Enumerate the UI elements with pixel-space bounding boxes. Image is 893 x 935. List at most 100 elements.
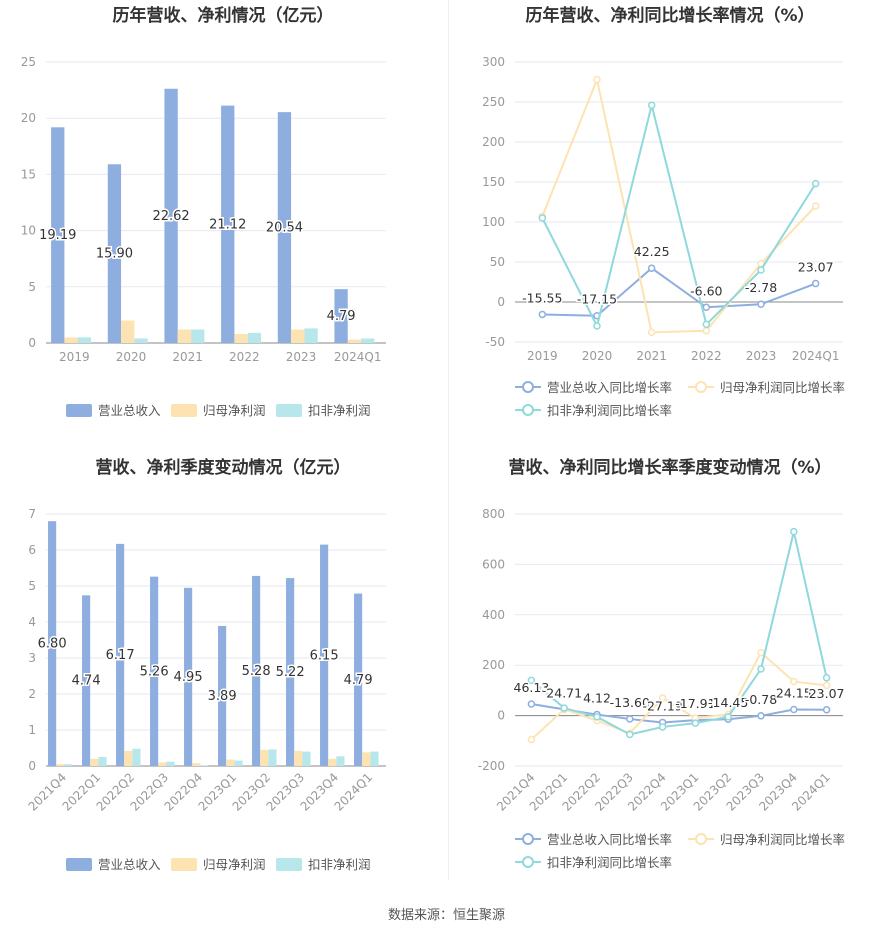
- y-tick-label: -50: [485, 335, 505, 349]
- series-line-2: [530, 531, 828, 736]
- bar-1: [64, 337, 78, 343]
- legend-label: 归母净利润同比增长率: [720, 832, 845, 847]
- bar-data-label: 19.19: [39, 228, 76, 243]
- series-line-1: [530, 651, 827, 741]
- bar-0: [320, 544, 329, 766]
- series-point-2: [658, 723, 667, 731]
- legend-label: 扣非净利润同比增长率: [547, 855, 672, 870]
- bar-0: [51, 127, 65, 343]
- line-data-label: -2.78: [745, 280, 777, 295]
- y-tick-label: 150: [482, 175, 505, 189]
- series-point-2: [822, 674, 831, 682]
- bar-1: [56, 764, 65, 766]
- bar-2: [134, 338, 148, 343]
- bar-0: [286, 578, 295, 766]
- bar-1: [226, 759, 235, 766]
- bar-1: [347, 339, 362, 343]
- line-data-label: 23.07: [809, 686, 845, 701]
- series-point-0: [527, 700, 536, 708]
- x-tick-label: 2020: [582, 349, 613, 363]
- line-data-label: 4.12: [583, 691, 611, 706]
- y-tick-label: 7: [28, 507, 36, 521]
- chart-title: 营收、净利季度变动情况（亿元）: [96, 457, 351, 478]
- series-point-1: [702, 327, 711, 335]
- bar-data-label: 15.90: [96, 247, 133, 262]
- bar-0: [277, 112, 292, 343]
- series-point-2: [757, 665, 765, 673]
- series-point-2: [527, 676, 536, 685]
- legend-marker: [522, 381, 534, 393]
- series-point-2: [811, 179, 820, 188]
- chart-svg: 营收、净利同比增长率季度变动情况（%）-20002004006008002021…: [478, 457, 846, 870]
- chart-title: 营收、净利同比增长率季度变动情况（%）: [508, 457, 831, 478]
- series-line-2: [541, 104, 817, 329]
- legend-marker: [695, 381, 707, 393]
- y-tick-label: 1: [28, 723, 36, 737]
- bar-data-label: 21.12: [209, 217, 246, 232]
- data-source-footer: 数据来源：恒生聚源: [387, 908, 505, 923]
- bar-2: [302, 751, 311, 766]
- line-data-label: 24.71: [546, 685, 582, 700]
- legend-marker: [695, 833, 707, 845]
- bar-data-label: 22.62: [152, 209, 189, 224]
- quarterly-revenue-profit-panel: 营收、净利季度变动情况（亿元） 0 1 2 3 4 5 6 7 2021Q4 2022Q1 2022Q…: [8, 452, 438, 892]
- legend-label: 营业总收入同比增长率: [547, 380, 672, 395]
- bar-1: [362, 752, 371, 766]
- y-tick-label: 5: [28, 579, 36, 593]
- line-data-label: -13.60: [610, 695, 650, 710]
- bar-2: [247, 332, 262, 343]
- y-tick-label: 2: [28, 687, 36, 701]
- y-tick-label: 250: [482, 95, 505, 109]
- x-tick-label: 2021: [172, 350, 203, 364]
- annual-growth-rate-panel: 历年营收、净利同比增长率情况（%） -50 0 50 100 150 200 250 300 20…: [455, 0, 885, 440]
- bar-data-label: 5.22: [276, 665, 305, 680]
- legend-swatch: [171, 858, 197, 871]
- bar-1: [158, 762, 167, 766]
- y-tick-label: 3: [28, 651, 36, 665]
- bar-0: [221, 105, 235, 343]
- bar-2: [336, 756, 345, 766]
- bar-data-label: 5.28: [242, 664, 271, 679]
- series-point-2: [593, 322, 601, 330]
- series-point-2: [560, 704, 568, 712]
- bar-1: [234, 334, 248, 343]
- series-point-2: [790, 527, 798, 536]
- series-point-0: [647, 264, 656, 272]
- y-tick-label: 10: [21, 224, 36, 238]
- quarterly-growth-rate-panel: 营收、净利同比增长率季度变动情况（%） -200 0 200 400 600 800 2021…: [455, 452, 885, 892]
- bar-0: [107, 164, 122, 343]
- chart-title: 历年营收、净利情况（亿元）: [113, 5, 334, 26]
- chart-title: 历年营收、净利同比增长率情况（%）: [525, 5, 814, 26]
- bar-2: [98, 757, 107, 766]
- bar-2: [200, 765, 209, 766]
- x-tick-label: 2019: [59, 350, 90, 364]
- bar-0: [252, 575, 261, 766]
- legend-swatch: [276, 858, 302, 871]
- y-tick-label: 200: [482, 658, 505, 672]
- line-data-label: 24.15: [776, 686, 812, 701]
- bar-data-label: 4.79: [327, 309, 356, 324]
- bar-1: [124, 750, 133, 766]
- series-point-0: [626, 715, 634, 723]
- panel-divider: [448, 0, 449, 880]
- x-tick-label: 2021: [636, 349, 667, 363]
- line-data-label: -14.45: [708, 695, 748, 710]
- y-tick-label: 5: [28, 280, 36, 294]
- series-point-0: [790, 705, 798, 714]
- line-data-label: -17.91: [675, 696, 715, 711]
- annual-revenue-profit-panel: 历年营收、净利情况（亿元） 0 5 10 15 20 25 2019 2020 2021 2022 2…: [8, 0, 438, 440]
- line-data-label: -17.15: [577, 292, 617, 307]
- bar-data-label: 4.74: [72, 674, 101, 689]
- bar-2: [234, 760, 243, 766]
- series-point-2: [647, 101, 656, 109]
- series-point-2: [724, 713, 732, 721]
- bar-0: [48, 521, 57, 766]
- bar-data-label: 6.17: [106, 648, 135, 663]
- line-data-label: 23.07: [798, 260, 834, 275]
- chart-svg: 历年营收、净利同比增长率情况（%） -50 0 50 100 150 200 250 300 20…: [482, 5, 845, 418]
- legend-label: 扣非净利润: [308, 403, 371, 418]
- bar-data-label: 6.15: [310, 648, 339, 663]
- series-point-1: [822, 681, 831, 690]
- bar-2: [77, 337, 92, 343]
- y-tick-label: 50: [490, 255, 505, 269]
